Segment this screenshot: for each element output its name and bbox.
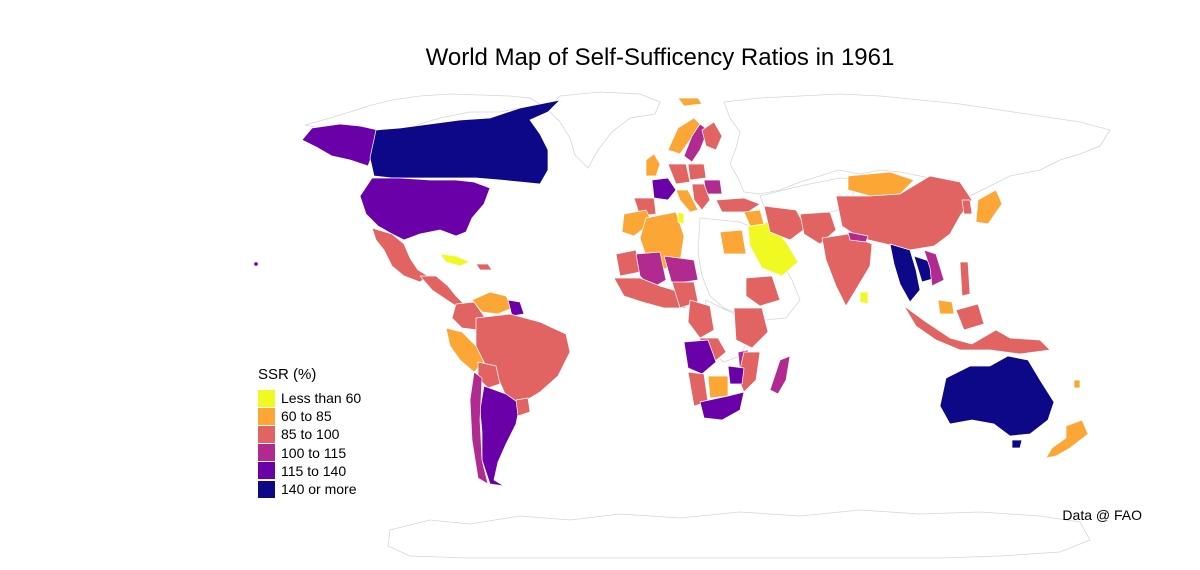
region-greenland — [547, 91, 661, 169]
country-indonesia — [903, 305, 1051, 355]
legend-label: 115 to 140 — [281, 462, 347, 479]
legend-swatch — [258, 407, 275, 425]
legend-label: 100 to 115 — [281, 444, 347, 461]
country-australia — [939, 355, 1055, 437]
country-egypt — [719, 229, 747, 255]
legend-label: 60 to 85 — [281, 408, 332, 425]
country-tasmania — [1011, 439, 1023, 449]
country-france — [651, 177, 677, 201]
country-zimbabwe — [727, 365, 745, 385]
country-botswana — [707, 375, 729, 399]
country-iceland — [677, 97, 703, 107]
legend-item-140-plus: 140 or more — [258, 480, 361, 498]
country-west-africa-coast — [613, 277, 687, 309]
legend-label: 85 to 100 — [281, 426, 340, 443]
country-niger — [663, 255, 699, 285]
country-nepal — [847, 231, 869, 243]
country-madagascar — [769, 355, 791, 395]
country-ethiopia — [745, 275, 781, 307]
country-usa — [359, 177, 491, 241]
map-legend: SSR (%) Less than 60 60 to 85 85 to 100 … — [258, 366, 361, 498]
country-tunisia — [677, 211, 685, 225]
country-chile — [469, 371, 489, 485]
country-balkans — [691, 183, 711, 211]
country-guianas — [507, 299, 525, 317]
legend-item-100-115: 100 to 115 — [258, 444, 361, 462]
legend-label: Less than 60 — [281, 390, 362, 407]
legend-item-60-85: 60 to 85 — [258, 407, 361, 425]
country-poland — [687, 163, 707, 181]
country-burma-thailand — [889, 243, 921, 303]
legend-label: 140 or more — [281, 481, 357, 498]
legend-swatch — [258, 480, 275, 498]
country-alaska — [301, 123, 379, 167]
country-uruguay — [515, 397, 531, 417]
country-philippines — [959, 261, 971, 297]
legend-item-lt60: Less than 60 — [258, 389, 361, 407]
map-title: World Map of Self-Sufficency Ratios in 1… — [425, 44, 895, 71]
country-vietnam — [923, 249, 945, 287]
country-argentina — [479, 385, 521, 487]
country-hawaii — [253, 261, 259, 267]
country-cuba — [439, 253, 471, 267]
country-germany — [667, 163, 691, 185]
legend-swatch — [258, 425, 275, 443]
country-new-zealand — [1045, 419, 1089, 459]
country-central-america — [419, 275, 465, 307]
legend-title: SSR (%) — [258, 366, 317, 383]
region-antarctica — [387, 509, 1091, 559]
legend-swatch — [258, 462, 275, 480]
country-levant — [743, 209, 765, 227]
country-hispaniola — [475, 263, 493, 271]
country-finland — [701, 121, 723, 151]
legend-swatch — [258, 444, 275, 462]
country-east-africa — [733, 307, 769, 349]
country-mali — [635, 251, 667, 289]
country-angola-zambia — [683, 339, 717, 375]
country-italy — [675, 189, 699, 213]
country-central-africa — [687, 299, 715, 339]
country-iran — [763, 205, 807, 241]
country-turkey — [715, 197, 761, 213]
legend-swatch — [258, 389, 275, 407]
country-japan — [975, 189, 1003, 225]
country-south-africa — [699, 391, 745, 421]
data-source-caption: Data @ FAO — [1062, 507, 1142, 523]
legend-item-85-100: 85 to 100 — [258, 425, 361, 443]
country-uk — [645, 153, 661, 177]
country-borneo — [955, 303, 985, 331]
country-malaysia — [937, 299, 955, 315]
legend-item-115-140: 115 to 140 — [258, 462, 361, 480]
country-sri-lanka — [859, 291, 869, 305]
country-canada — [369, 99, 561, 185]
country-pacific-islands — [1073, 379, 1081, 389]
country-korea — [961, 199, 973, 215]
